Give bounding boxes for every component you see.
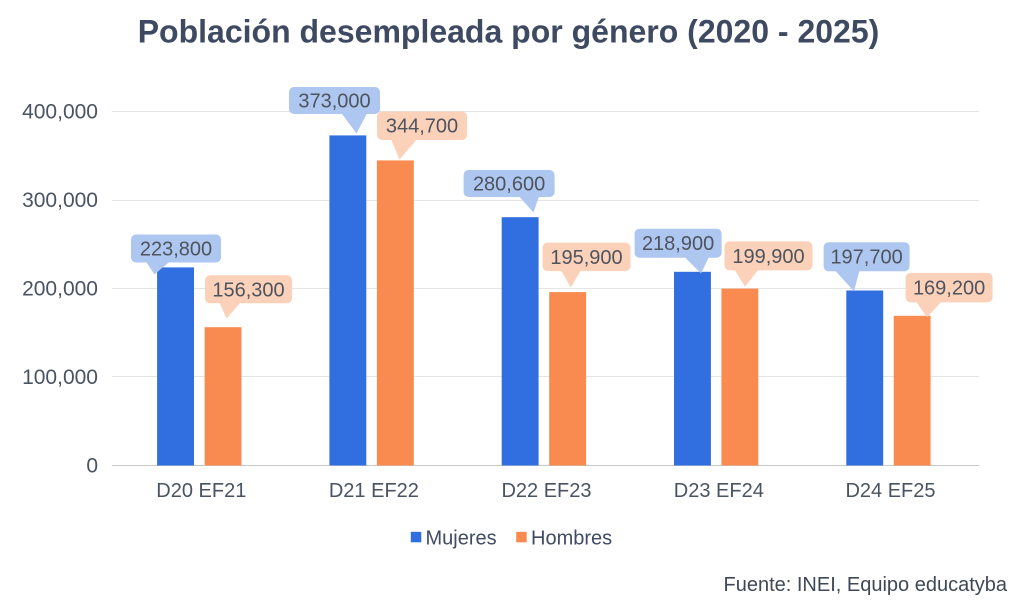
svg-text:197,700: 197,700 — [830, 247, 902, 269]
svg-text:223,800: 223,800 — [140, 239, 212, 261]
svg-text:D24 EF25: D24 EF25 — [845, 480, 935, 502]
svg-text:Hombres: Hombres — [531, 527, 612, 549]
svg-text:D21 EF22: D21 EF22 — [329, 480, 419, 502]
svg-text:218,900: 218,900 — [642, 233, 714, 255]
svg-text:156,300: 156,300 — [212, 279, 284, 301]
svg-text:280,600: 280,600 — [473, 174, 545, 196]
svg-text:Fuente: INEI, Equipo educatyba: Fuente: INEI, Equipo educatyba — [723, 574, 1007, 596]
svg-text:D22 EF23: D22 EF23 — [501, 480, 591, 502]
svg-text:100,000: 100,000 — [22, 366, 98, 389]
svg-text:D20 EF21: D20 EF21 — [156, 480, 246, 502]
svg-text:344,700: 344,700 — [386, 116, 458, 138]
svg-text:169,200: 169,200 — [913, 278, 985, 300]
svg-text:D23 EF24: D23 EF24 — [674, 480, 764, 502]
svg-text:0: 0 — [86, 455, 98, 478]
svg-text:199,900: 199,900 — [732, 246, 804, 268]
svg-text:195,900: 195,900 — [550, 247, 622, 269]
svg-text:300,000: 300,000 — [22, 189, 98, 212]
svg-text:373,000: 373,000 — [298, 91, 370, 113]
svg-text:Mujeres: Mujeres — [426, 527, 497, 549]
svg-text:Población desempleada por géne: Población desempleada por género (2020 -… — [138, 13, 880, 49]
svg-text:400,000: 400,000 — [22, 101, 98, 124]
svg-text:200,000: 200,000 — [22, 278, 98, 301]
